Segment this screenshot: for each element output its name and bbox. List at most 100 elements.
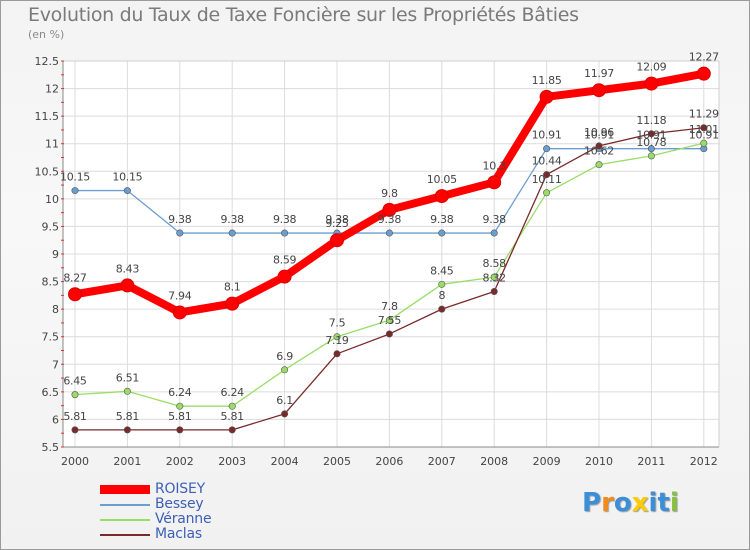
x-tick-label: 2012 [690, 455, 718, 468]
data-point [438, 229, 446, 237]
data-label: 9.38 [378, 213, 402, 226]
data-label: 10.11 [532, 173, 562, 186]
data-point [487, 175, 502, 190]
x-tick-label: 2002 [166, 455, 194, 468]
data-label: 7.19 [325, 334, 349, 347]
x-tick-label: 2003 [218, 455, 246, 468]
data-point [281, 366, 289, 374]
data-label: 7.55 [378, 314, 402, 327]
data-label: 9.38 [273, 213, 297, 226]
data-label: 9.38 [483, 213, 507, 226]
x-tick-label: 2009 [533, 455, 561, 468]
data-point [592, 83, 606, 98]
x-tick-label: 2000 [61, 455, 89, 468]
data-label: 10.91 [689, 129, 719, 142]
data-label: 10.91 [532, 129, 562, 142]
x-tick-label: 2004 [271, 455, 299, 468]
data-point [382, 202, 397, 217]
x-tick-label: 2005 [323, 455, 351, 468]
data-point [281, 229, 289, 237]
legend-item-véranne: Véranne [100, 511, 212, 527]
data-point [490, 273, 498, 281]
data-label: 7.94 [168, 289, 192, 302]
data-label: 5.81 [63, 410, 86, 423]
data-point [644, 76, 659, 91]
legend-item-maclas: Maclas [100, 527, 211, 542]
data-point [539, 89, 554, 104]
y-tick-label: 6.5 [42, 386, 60, 399]
data-label: 9.38 [168, 213, 192, 226]
data-point [176, 229, 184, 237]
data-label: 6.51 [116, 371, 139, 384]
data-label: 6.24 [221, 386, 245, 399]
data-point [385, 229, 393, 237]
data-point [434, 189, 449, 204]
data-point [228, 402, 236, 410]
y-tick-label: 9 [52, 248, 59, 261]
y-tick-label: 7 [52, 358, 59, 371]
data-point [333, 333, 341, 341]
x-tick-label: 2011 [637, 455, 665, 468]
data-point [700, 124, 708, 132]
logo-letter: x [631, 488, 649, 518]
data-label: 7.8 [381, 300, 398, 313]
y-tick-label: 12 [45, 83, 59, 96]
data-point [595, 142, 603, 150]
data-label: 8.43 [116, 262, 140, 275]
x-tick-label: 2008 [480, 455, 508, 468]
data-point [438, 305, 446, 313]
x-tick-label: 2010 [585, 455, 613, 468]
y-tick-label: 12.5 [35, 55, 60, 68]
data-point [490, 229, 498, 237]
data-label: 10.62 [584, 145, 614, 158]
data-point [647, 152, 655, 160]
data-point [176, 402, 184, 410]
data-label: 8 [438, 289, 445, 302]
data-point [281, 410, 289, 418]
data-label: 9.38 [221, 213, 245, 226]
y-tick-label: 10 [45, 193, 59, 206]
logo-letter: i [648, 488, 658, 518]
data-point [176, 426, 184, 434]
chart-subtitle: (en %) [28, 28, 65, 41]
legend-swatch [100, 518, 150, 521]
y-tick-label: 11 [45, 138, 59, 151]
data-label: 12.09 [636, 61, 666, 74]
data-point [71, 187, 79, 195]
x-tick-label: 2007 [428, 455, 456, 468]
logo-letter: i [669, 488, 679, 518]
logo-letter: t [657, 488, 670, 518]
x-tick-label: 2001 [113, 455, 141, 468]
data-label: 9.8 [381, 187, 398, 200]
data-point [123, 387, 131, 395]
data-label: 11.18 [636, 114, 666, 127]
data-label: 10.78 [636, 136, 666, 149]
data-point [700, 139, 708, 147]
data-point [438, 280, 446, 288]
data-label: 5.81 [168, 410, 191, 423]
data-point [123, 426, 131, 434]
data-label: 11.01 [689, 123, 719, 136]
data-label: 12.27 [689, 51, 719, 64]
data-label: 8.45 [430, 264, 454, 277]
data-label: 6.9 [276, 350, 293, 363]
legend-label: Véranne [155, 511, 212, 527]
y-tick-label: 5.5 [42, 441, 60, 454]
data-label: 11.97 [584, 67, 614, 80]
data-point [385, 330, 393, 338]
data-point [228, 229, 236, 237]
data-label: 5.81 [116, 410, 139, 423]
data-point [543, 171, 551, 179]
data-point [71, 391, 79, 399]
data-label: 8.59 [273, 254, 297, 267]
data-point [543, 189, 551, 197]
legend-label: Bessey [155, 496, 204, 512]
data-label: 10.05 [427, 173, 457, 186]
data-point [490, 287, 498, 295]
data-label: 6.45 [63, 375, 87, 388]
data-label: 8.1 [224, 281, 241, 294]
legend: ROISEY Bessey Véranne Maclas [100, 482, 212, 542]
data-point [595, 161, 603, 169]
data-point [228, 426, 236, 434]
data-label: 10.96 [584, 126, 614, 139]
